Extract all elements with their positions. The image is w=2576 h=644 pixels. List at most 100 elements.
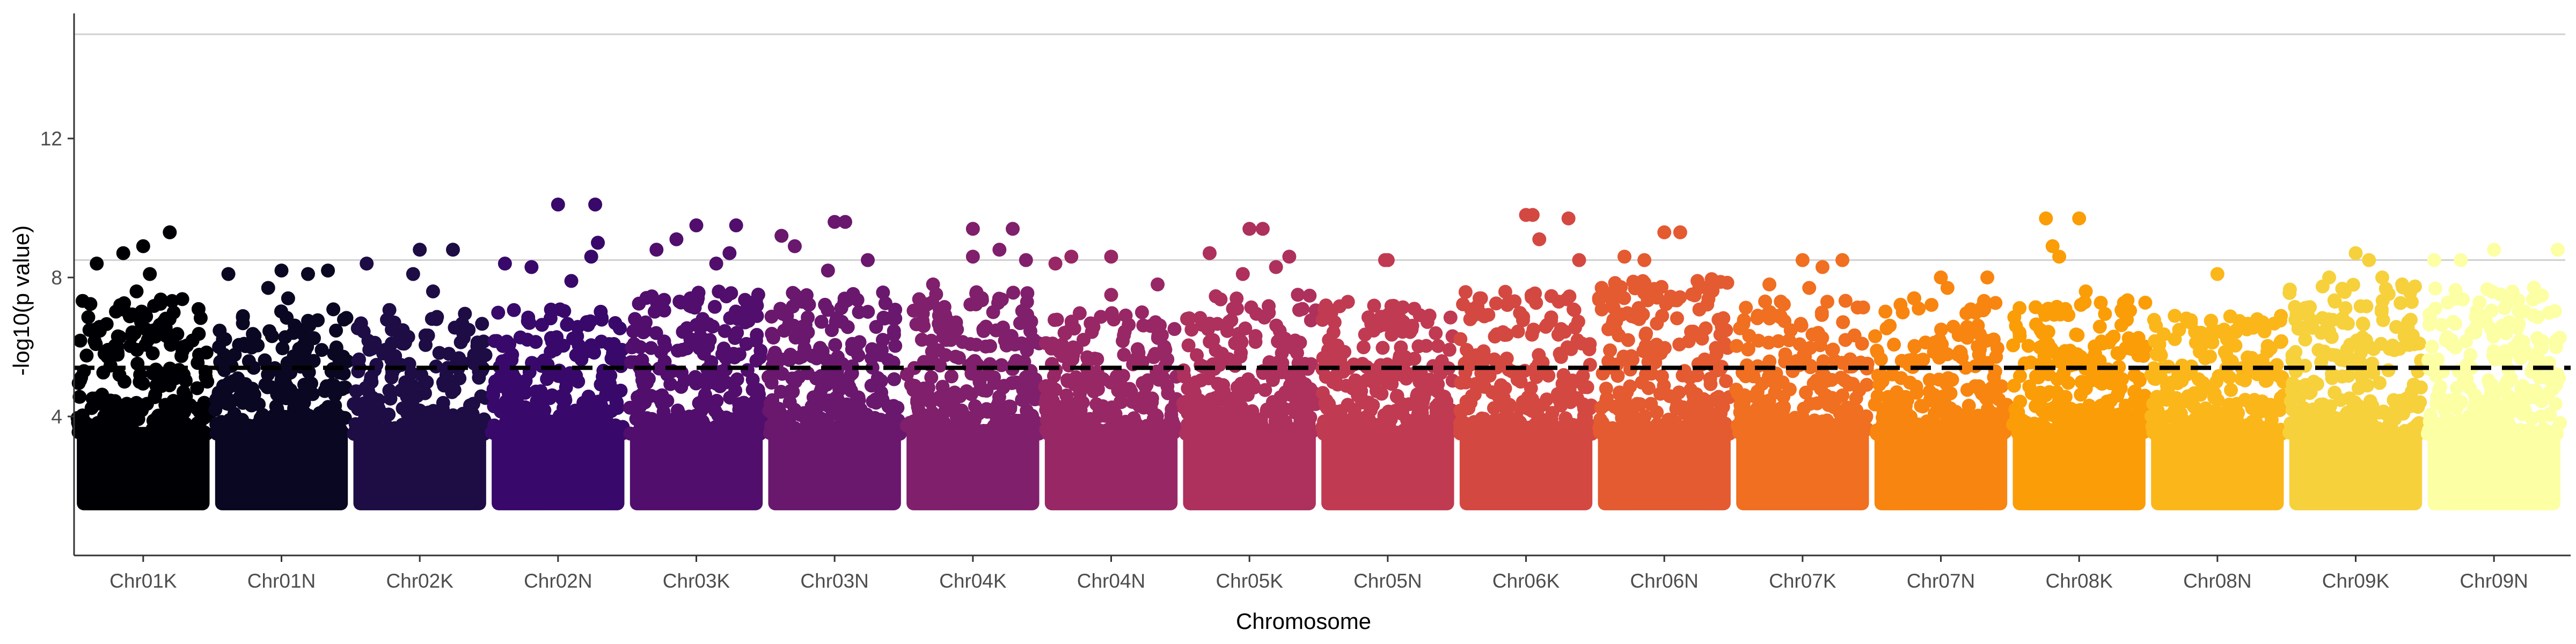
data-point xyxy=(361,333,376,348)
data-point xyxy=(1739,301,1753,315)
data-point xyxy=(400,390,414,404)
peak-point xyxy=(787,239,802,253)
data-point xyxy=(2470,408,2485,423)
data-point xyxy=(868,411,882,425)
data-point xyxy=(475,317,489,331)
dense-points-Chr02N xyxy=(492,427,625,510)
data-point xyxy=(830,392,845,406)
peak-point xyxy=(1064,250,1079,264)
peak-point xyxy=(588,197,603,212)
data-point xyxy=(1039,379,1053,393)
data-point xyxy=(2340,342,2354,357)
data-point xyxy=(1371,421,1385,435)
peak-point-Chr08K xyxy=(2072,211,2087,225)
data-point xyxy=(2382,341,2397,356)
data-point xyxy=(1146,350,1161,364)
data-point xyxy=(2204,313,2218,328)
data-point xyxy=(2168,309,2182,323)
data-point xyxy=(1458,285,1473,299)
data-point xyxy=(736,396,751,410)
peak-point-Chr01K xyxy=(136,239,150,253)
data-point xyxy=(1717,336,1732,351)
data-point xyxy=(2241,421,2255,435)
data-point xyxy=(200,375,215,389)
peak-point xyxy=(1572,253,1586,267)
data-point xyxy=(117,414,131,429)
data-point xyxy=(968,399,982,413)
data-point xyxy=(1924,298,1939,312)
data-point xyxy=(420,375,434,390)
peak-point-Chr01N xyxy=(274,264,289,278)
peak-point-Chr02N xyxy=(551,197,565,212)
data-point xyxy=(765,327,779,341)
data-point xyxy=(881,353,896,367)
data-point xyxy=(456,326,471,340)
peak-point xyxy=(2375,270,2389,285)
peak-point-Chr04N xyxy=(1104,250,1118,264)
data-point xyxy=(1820,295,1834,309)
data-point xyxy=(1890,385,1904,399)
data-point xyxy=(1395,325,1410,339)
data-point xyxy=(464,412,478,427)
data-point xyxy=(314,343,329,357)
data-point xyxy=(707,299,722,314)
data-point xyxy=(1423,372,1437,387)
data-point xyxy=(2198,427,2213,441)
data-point xyxy=(813,385,828,399)
data-point xyxy=(543,391,557,405)
data-point xyxy=(614,354,628,369)
data-point xyxy=(1655,309,1670,323)
data-point xyxy=(1443,310,1458,325)
data-point xyxy=(672,423,687,437)
peak-point xyxy=(838,215,852,229)
data-point xyxy=(1276,338,1290,352)
data-point xyxy=(1528,286,1542,301)
data-point xyxy=(2306,320,2320,335)
data-point xyxy=(191,416,205,430)
peak-point xyxy=(360,257,374,271)
data-point xyxy=(805,349,819,363)
data-point xyxy=(2441,295,2455,310)
data-point xyxy=(2328,385,2342,400)
data-point xyxy=(209,392,223,407)
data-point xyxy=(1521,390,1535,405)
data-point xyxy=(106,426,121,441)
data-point xyxy=(500,352,515,367)
data-point xyxy=(932,390,947,405)
data-point xyxy=(1135,305,1149,319)
data-point xyxy=(2484,303,2499,318)
data-point xyxy=(2346,277,2360,292)
data-point xyxy=(2160,427,2175,441)
data-point xyxy=(1201,322,1216,336)
data-point xyxy=(2359,333,2373,348)
data-point xyxy=(828,338,843,352)
data-point xyxy=(1907,340,1922,354)
data-point xyxy=(969,285,984,299)
data-point xyxy=(2526,292,2540,307)
data-point xyxy=(1729,382,1744,397)
data-point xyxy=(711,426,726,441)
data-point xyxy=(584,338,598,353)
data-point xyxy=(2307,375,2321,389)
data-point xyxy=(1282,367,1297,382)
data-point xyxy=(1940,347,1955,362)
data-point xyxy=(81,310,96,325)
data-point xyxy=(572,411,586,425)
data-point xyxy=(2149,319,2163,333)
data-point xyxy=(1128,414,1142,428)
data-point xyxy=(1381,404,1396,419)
peak-point xyxy=(1151,277,1165,291)
data-point xyxy=(1893,297,1908,312)
dense-points-Chr03K xyxy=(630,427,763,510)
peak-point xyxy=(1202,246,1217,260)
data-point xyxy=(1104,306,1119,320)
data-point xyxy=(697,347,711,361)
data-point xyxy=(2256,425,2270,439)
data-point xyxy=(296,421,311,435)
series-Chr06K xyxy=(1453,208,1599,510)
data-point xyxy=(458,306,472,321)
data-point xyxy=(1317,414,1331,429)
peak-point xyxy=(1019,253,1033,267)
data-point xyxy=(1434,427,1448,441)
x-tick-label-Chr08K: Chr08K xyxy=(2045,570,2113,592)
